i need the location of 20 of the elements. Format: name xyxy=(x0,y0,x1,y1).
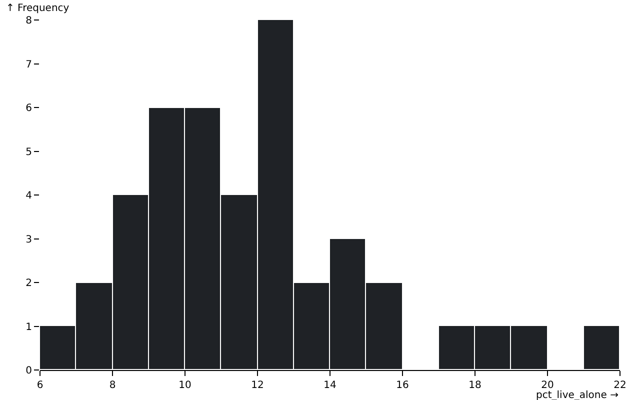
x-tick-label: 22 xyxy=(614,380,626,391)
y-tick-label: 4 xyxy=(26,190,32,202)
y-tick-label: 5 xyxy=(26,146,32,158)
y-tick-label: 3 xyxy=(26,234,32,246)
x-tick-label: 20 xyxy=(541,380,554,391)
x-tick-label: 8 xyxy=(109,380,116,391)
x-axis-title: pct_live_alone → xyxy=(536,390,618,400)
y-tick-label: 2 xyxy=(26,278,32,289)
y-tick-label: 0 xyxy=(26,366,32,376)
x-tick-label: 12 xyxy=(251,380,264,391)
y-tick-label: 7 xyxy=(26,59,32,70)
x-tick-label: 16 xyxy=(396,380,409,391)
y-tick-label: 8 xyxy=(26,16,32,26)
x-tick-label: 18 xyxy=(468,380,482,391)
y-tick-label: 1 xyxy=(26,322,32,333)
x-tick-label: 10 xyxy=(178,380,192,391)
y-axis-title: ↑ Frequency xyxy=(6,3,70,14)
y-tick-label: 6 xyxy=(26,103,32,114)
x-tick-label: 14 xyxy=(324,380,336,391)
x-tick-label: 6 xyxy=(36,380,44,391)
